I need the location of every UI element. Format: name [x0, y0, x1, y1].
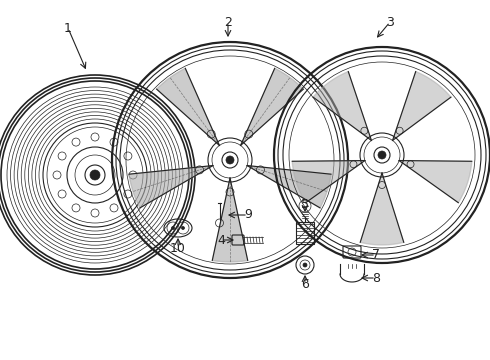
Polygon shape [360, 173, 404, 245]
Polygon shape [313, 72, 371, 140]
Polygon shape [399, 161, 472, 203]
Circle shape [226, 156, 234, 164]
Polygon shape [392, 72, 451, 140]
Text: 1: 1 [64, 22, 72, 35]
Text: 3: 3 [386, 15, 394, 28]
Polygon shape [241, 68, 303, 145]
Circle shape [378, 151, 386, 159]
Text: 2: 2 [224, 15, 232, 28]
Polygon shape [212, 178, 248, 262]
Circle shape [181, 226, 185, 230]
Circle shape [172, 226, 174, 230]
Text: 7: 7 [372, 248, 380, 261]
Text: 8: 8 [372, 271, 380, 284]
Circle shape [303, 263, 307, 267]
Text: 10: 10 [170, 242, 186, 255]
Polygon shape [247, 166, 331, 208]
Text: 9: 9 [244, 208, 252, 221]
Text: 4: 4 [217, 234, 225, 247]
Polygon shape [129, 166, 213, 208]
Circle shape [90, 170, 100, 180]
Polygon shape [292, 161, 365, 203]
Text: 6: 6 [301, 278, 309, 291]
Text: 5: 5 [301, 198, 309, 211]
Polygon shape [157, 68, 220, 145]
Bar [296, 222, 314, 244]
